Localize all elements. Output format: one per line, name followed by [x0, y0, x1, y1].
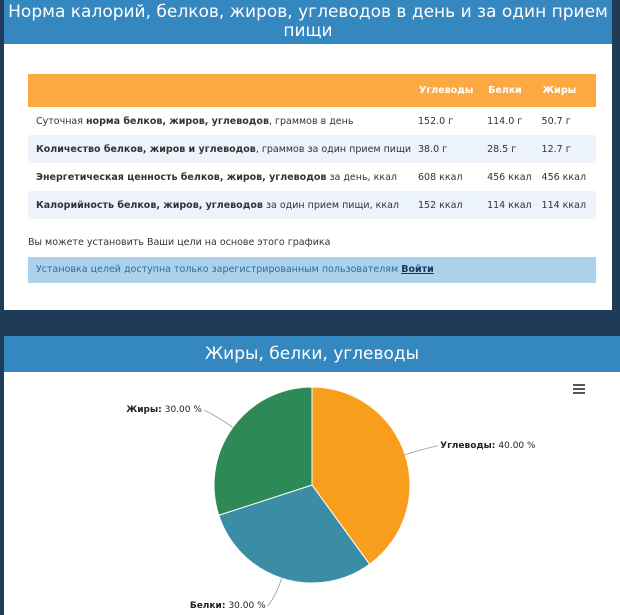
- norm-panel: Норма калорий, белков, жиров, углеводов …: [4, 0, 612, 310]
- header-cell: [28, 74, 418, 107]
- value-cell: 456 ккал: [541, 171, 587, 183]
- row-label: Энергетическая ценность белков, жиров, у…: [28, 163, 418, 191]
- chart-title: Жиры, белки, углеводы: [4, 336, 620, 372]
- label-part: , граммов за один прием пищи: [255, 143, 412, 155]
- pie-label-value: 30.00 %: [228, 601, 266, 612]
- label-part: норма белков, жиров, углеводов: [85, 115, 269, 127]
- pie-slice: [218, 484, 371, 584]
- leader-line: [267, 578, 283, 607]
- pie-label: Углеводы40.00 %: [440, 441, 535, 451]
- row-label: Суточная норма белков, жиров, углеводов,…: [28, 107, 418, 135]
- panel-title: Норма калорий, белков, жиров, углеводов …: [4, 0, 612, 44]
- leader-line: [203, 409, 233, 428]
- value-cell: 152 ккал: [418, 191, 488, 219]
- leader-line: [405, 445, 439, 456]
- value-cell: 28.5 г: [487, 135, 542, 163]
- pie-label: Белки30.00 %: [190, 601, 266, 611]
- label-part: Суточная: [36, 115, 86, 127]
- value-cell: 38.0 г: [418, 135, 488, 163]
- pie-label-name: Углеводы: [440, 441, 495, 451]
- label-part: , граммов в день: [268, 115, 354, 127]
- chart-panel: Жиры, белки, углеводы Углеводы40.00 % Бел…: [4, 336, 620, 615]
- value-cell: 608 ккал: [418, 171, 463, 183]
- value-cell: 12.7 г: [541, 135, 596, 163]
- label-part: за один прием пищи, ккал: [262, 199, 399, 211]
- chart: [203, 384, 585, 607]
- label-part: за день, ккал: [326, 171, 397, 183]
- pie-label-value: 40.00 %: [498, 440, 536, 451]
- row-label: Количество белков, жиров и углеводов, гр…: [28, 135, 418, 163]
- label-part: Энергетическая ценность белков, жиров, у…: [36, 171, 327, 183]
- table-header: Углеводы Белки Жиры: [28, 74, 596, 107]
- pie-label-name: Жиры: [126, 405, 162, 415]
- value-cell: 456 ккал: [487, 171, 532, 183]
- value-cell: 114 ккал: [487, 191, 542, 219]
- norm-table: Углеводы Белки Жиры Суточная норма белков,…: [28, 74, 596, 219]
- label-part: Количество белков, жиров и углеводов: [36, 143, 256, 155]
- menu-bar: [573, 392, 585, 394]
- header-cell: Углеводы: [418, 74, 488, 107]
- login-link[interactable]: Войти: [401, 264, 434, 275]
- pie-label-name: Белки: [190, 601, 226, 611]
- row-label: Калорийность белков, жиров, углеводов за…: [28, 191, 418, 219]
- value-cell: 50.7 г: [541, 115, 571, 127]
- table-row: Суточная норма белков, жиров, углеводов,…: [28, 107, 596, 135]
- header-cell: Жиры: [541, 74, 596, 107]
- value-cell: 152.0 г: [418, 115, 454, 127]
- table-row: Калорийность белков, жиров, углеводов за…: [28, 191, 596, 219]
- pie-slice: [213, 386, 313, 516]
- menu-bar: [573, 388, 585, 390]
- menu-icon[interactable]: [573, 384, 585, 394]
- table-row: Энергетическая ценность белков, жиров, у…: [28, 163, 596, 191]
- pie-label-value: 30.00 %: [164, 405, 202, 416]
- note: Вы можете установить Ваши цели на основе…: [28, 237, 331, 248]
- header-cell: Белки: [487, 74, 542, 107]
- label-part: Калорийность белков, жиров, углеводов: [36, 199, 263, 211]
- table-row: Количество белков, жиров и углеводов, гр…: [28, 135, 596, 163]
- alert-text: Установка целей доступна только зарегист…: [36, 264, 399, 275]
- pie-label: Жиры30.00 %: [126, 405, 202, 415]
- alert: Установка целей доступна только зарегист…: [28, 257, 596, 283]
- value-cell: 114.0 г: [487, 115, 523, 127]
- value-cell: 114 ккал: [541, 191, 596, 219]
- menu-bar: [573, 384, 585, 386]
